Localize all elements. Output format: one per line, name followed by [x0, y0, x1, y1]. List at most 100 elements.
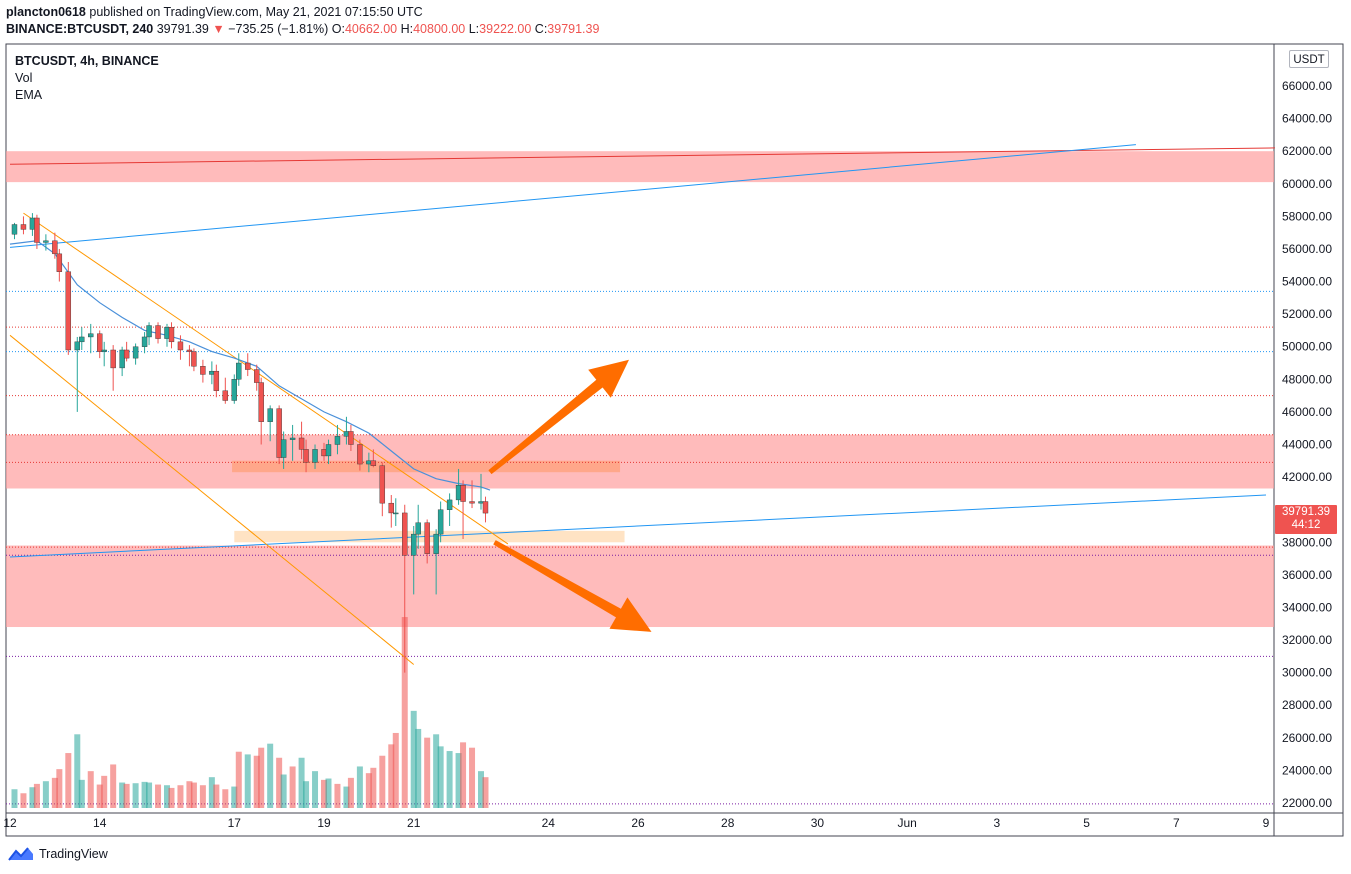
candle-body	[231, 379, 237, 401]
price-tick-label: 58000.00	[1282, 209, 1332, 223]
candle-16	[132, 343, 139, 365]
volume-bar-28	[222, 789, 229, 808]
candle-18	[146, 322, 152, 346]
volume-bar-12	[101, 775, 108, 808]
candle-60	[460, 480, 466, 540]
candle-body	[191, 351, 197, 367]
candle-0	[11, 222, 18, 240]
price-tick-label: 64000.00	[1282, 112, 1332, 126]
candle-33	[258, 377, 264, 445]
symbol-interval: BINANCE:BTCUSDT, 240	[6, 22, 154, 36]
price-tick-label: 32000.00	[1282, 633, 1332, 647]
time-tick-label: 12	[3, 816, 17, 830]
footer-branding: TradingView	[8, 846, 108, 862]
volume-bar-7	[65, 753, 72, 808]
candle-body	[402, 512, 408, 556]
candle-body	[132, 346, 139, 359]
tradingview-logo-icon	[8, 847, 33, 861]
publisher-name[interactable]: plancton0618	[6, 5, 86, 19]
legend-volume[interactable]: Vol	[15, 71, 33, 85]
volume-bar-39	[303, 781, 310, 808]
volume-bar-25	[199, 785, 206, 808]
candle-10	[88, 323, 94, 354]
volume-bar-8	[74, 734, 81, 808]
volume-bar-13	[110, 764, 117, 808]
price-tick-label: 24000.00	[1282, 763, 1332, 777]
trendline-3	[23, 212, 509, 545]
zones-layer	[6, 151, 1274, 628]
publish-info: published on TradingView.com, May 21, 20…	[89, 5, 423, 19]
price-tick-label: 50000.00	[1282, 340, 1332, 354]
candle-body	[469, 501, 475, 504]
candle-6	[56, 248, 63, 282]
time-tick-label: 19	[317, 816, 331, 830]
candle-11	[97, 330, 103, 359]
price-tick-label: 34000.00	[1282, 600, 1332, 614]
price-tick-label: 62000.00	[1282, 144, 1332, 158]
candle-body	[433, 533, 439, 554]
price-tick-label: 26000.00	[1282, 731, 1332, 745]
candle-13	[110, 345, 116, 391]
candle-14	[119, 346, 125, 377]
candle-body	[88, 333, 94, 338]
volume-bar-49	[379, 755, 386, 808]
candle-body	[254, 369, 260, 383]
volume-bar-11	[96, 784, 103, 808]
volume-bar-29	[231, 786, 238, 808]
volume-bar-26	[208, 777, 215, 808]
price-tick-label: 28000.00	[1282, 698, 1332, 712]
volume-bar-4	[42, 781, 49, 808]
highlight-box-0	[232, 460, 621, 473]
trendlines-layer	[9, 144, 1275, 665]
candle-body	[52, 240, 58, 255]
candle-body	[146, 325, 152, 338]
price-axis[interactable]: 22000.00 24000.00 26000.00 28000.00 30000.00…	[1282, 79, 1332, 810]
candle-52	[402, 504, 408, 673]
arrows-layer	[488, 359, 652, 632]
volume-bar-51	[392, 732, 399, 808]
candle-20	[164, 323, 170, 347]
legend-symbol[interactable]: BTCUSDT, 4h, BINANCE	[15, 54, 159, 68]
price-tick-label: 38000.00	[1282, 535, 1332, 549]
candle-15	[123, 341, 130, 362]
time-tick-label: 7	[1173, 816, 1180, 830]
candle-9	[79, 327, 85, 350]
volume-bar-59	[455, 753, 462, 808]
volume-bar-35	[276, 757, 283, 808]
candle-body	[478, 501, 484, 504]
candle-body	[11, 224, 18, 235]
legend-ema[interactable]: EMA	[15, 88, 43, 102]
volume-bar-19	[155, 784, 162, 808]
time-tick-label: Jun	[897, 816, 916, 830]
candle-body	[164, 326, 170, 339]
candle-body	[370, 460, 377, 466]
volume-bar-46	[356, 766, 363, 808]
candle-4	[43, 234, 49, 251]
resistance-zone-1	[6, 434, 1274, 489]
candle-38	[298, 421, 305, 460]
candle-46	[357, 439, 363, 471]
volume-bar-38	[298, 757, 305, 808]
time-axis[interactable]: 12 14 17 19 21 24 26 28 30 Jun 3 5 7 9	[3, 816, 1269, 830]
volume-bar-18	[146, 782, 153, 808]
volume-bar-33	[258, 747, 265, 808]
candle-56	[433, 529, 439, 595]
candle-body	[141, 336, 148, 347]
candle-body	[267, 408, 273, 422]
volume-bar-6	[56, 769, 63, 808]
candle-42	[325, 439, 332, 465]
volume-bar-10	[87, 771, 94, 808]
candle-body	[334, 436, 341, 445]
volume-bar-32	[253, 755, 260, 808]
candle-body	[289, 437, 296, 440]
candle-body	[357, 444, 363, 465]
candle-34	[267, 405, 273, 442]
candle-1	[20, 216, 27, 235]
publish-line: plancton0618 published on TradingView.co…	[6, 4, 599, 21]
candle-body	[79, 336, 85, 343]
volume-bar-45	[347, 777, 354, 808]
volume-bar-40	[312, 771, 319, 808]
volume-bar-58	[446, 751, 453, 808]
currency-unit-badge[interactable]: USDT	[1289, 50, 1329, 68]
